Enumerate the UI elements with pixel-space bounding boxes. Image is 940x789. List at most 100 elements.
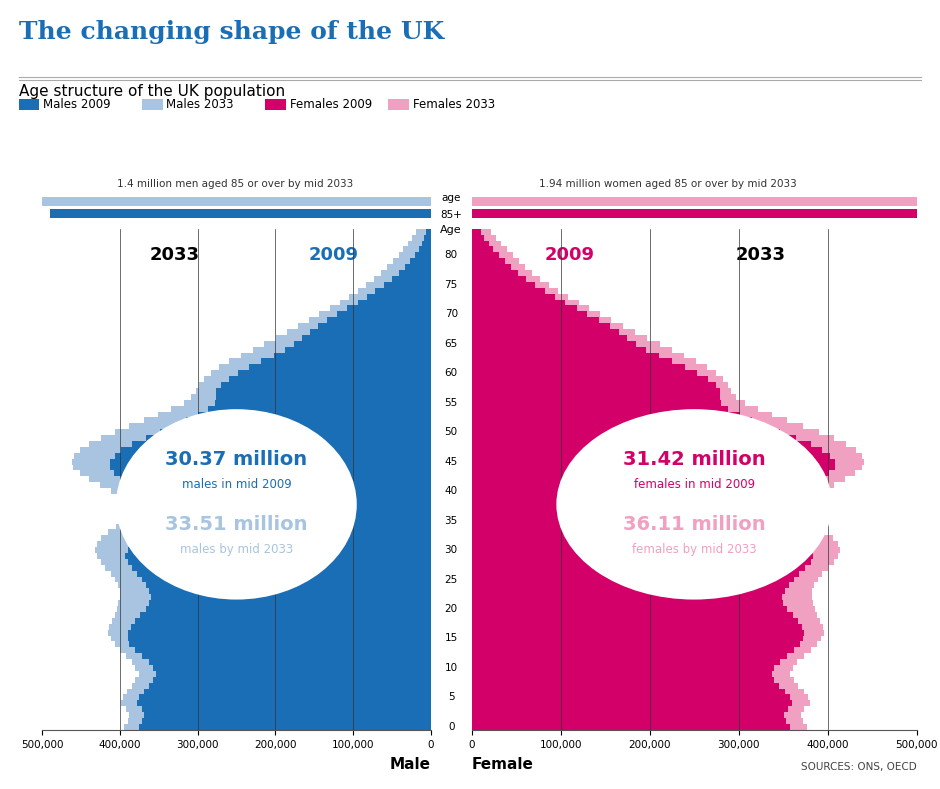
Bar [158,412,431,417]
Bar [133,541,431,547]
Bar [101,435,431,441]
Text: 55: 55 [445,398,458,408]
Bar [472,229,492,234]
Text: 1.4 million men aged 85 or over by mid 2033: 1.4 million men aged 85 or over by mid 2… [117,178,353,189]
Bar [174,424,431,429]
Bar [337,312,431,317]
Bar [472,370,697,376]
Bar [100,482,431,488]
Bar [472,553,813,559]
Bar [472,382,715,388]
Text: 20: 20 [445,604,458,614]
Text: Females 2033: Females 2033 [413,98,494,110]
Bar [472,541,838,547]
Bar [472,671,772,677]
Bar [117,606,431,612]
Bar [108,630,431,635]
Bar [89,441,431,447]
Bar [472,659,797,665]
Text: 2009: 2009 [544,246,595,264]
Bar [128,635,431,641]
Bar [419,246,431,252]
Bar [472,677,775,682]
Bar [472,406,759,412]
Bar [151,594,431,600]
Bar [381,270,431,276]
Text: 5: 5 [447,693,455,702]
Bar [472,417,787,424]
Bar [115,429,431,435]
Bar [472,197,940,206]
Bar [183,400,431,406]
Bar [74,453,431,458]
Bar [472,500,776,506]
Text: 25: 25 [445,574,458,585]
Bar [387,264,431,270]
Bar [472,341,660,346]
Bar [130,712,431,718]
Bar [264,341,431,346]
Bar [149,659,431,665]
Bar [472,641,800,647]
Bar [472,388,720,394]
Text: Age: Age [440,225,462,234]
Bar [472,400,721,406]
Bar [197,412,431,417]
Bar [472,400,744,406]
Bar [135,677,431,682]
Bar [357,300,431,305]
Text: males in mid 2009: males in mid 2009 [181,478,291,491]
Bar [116,612,431,618]
Bar [472,458,835,465]
Bar [472,665,775,671]
Bar [472,424,765,429]
Text: 30.37 million: 30.37 million [165,450,307,469]
Bar [149,600,431,606]
Text: females by mid 2033: females by mid 2033 [632,543,757,556]
Bar [472,376,708,382]
Bar [128,506,431,512]
Bar [472,358,672,365]
Bar [161,524,431,529]
Bar [472,547,811,553]
Bar [472,565,828,570]
Bar [308,317,431,323]
Text: females in mid 2009: females in mid 2009 [634,478,755,491]
Bar [249,365,431,370]
Bar [415,229,431,234]
Text: age: age [442,193,461,203]
Text: Male: Male [389,757,431,772]
Bar [108,529,431,535]
Bar [472,388,730,394]
Bar [472,300,579,305]
Bar [171,406,431,412]
Bar [472,689,785,694]
Bar [472,346,646,353]
Bar [216,394,431,400]
Bar [276,335,431,341]
Text: Age structure of the UK population: Age structure of the UK population [19,84,285,99]
Bar [472,630,804,635]
Bar [472,724,791,730]
Text: 0: 0 [448,722,454,732]
Bar [472,653,787,659]
Bar [472,553,838,559]
Bar [241,353,431,358]
Bar [472,477,845,482]
Bar [125,553,431,559]
Bar [472,570,799,577]
Bar [472,358,696,365]
Bar [472,635,803,641]
Bar [142,653,431,659]
Bar [132,565,431,570]
Ellipse shape [116,409,357,600]
Bar [393,258,431,264]
Bar [127,689,431,694]
Bar [472,412,772,417]
Bar [472,506,803,512]
Bar [472,305,577,312]
Bar [137,701,431,706]
Bar [111,488,431,494]
Bar [472,589,785,594]
Bar [472,429,780,435]
